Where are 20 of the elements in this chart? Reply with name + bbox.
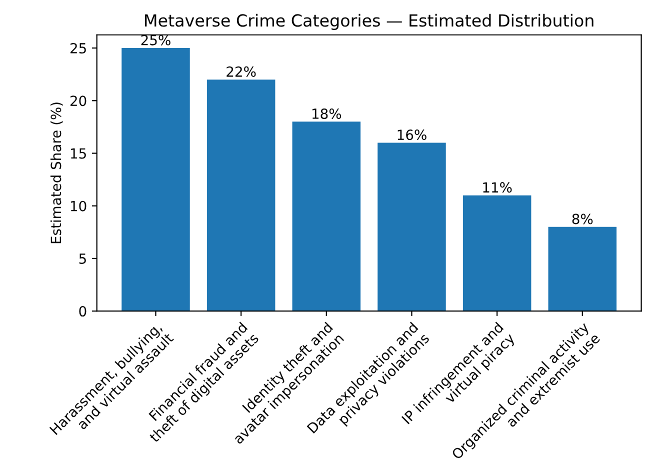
y-tick-label: 0 bbox=[79, 306, 86, 317]
y-tick-label: 20 bbox=[70, 96, 86, 106]
y-tick-label: 5 bbox=[79, 254, 86, 264]
y-tick-label: 15 bbox=[70, 148, 86, 159]
data-label: 22% bbox=[226, 66, 256, 77]
y-tick-label: 25 bbox=[70, 42, 86, 54]
bar bbox=[206, 80, 276, 312]
bar bbox=[292, 122, 361, 312]
data-label: 11% bbox=[483, 182, 512, 193]
bar bbox=[122, 48, 190, 312]
data-label: 25% bbox=[141, 34, 170, 46]
y-tick-label: 10 bbox=[70, 200, 86, 212]
bar bbox=[548, 226, 617, 312]
data-label: 16% bbox=[398, 130, 426, 140]
y-axis-title: Estimated Share (%) bbox=[50, 102, 63, 244]
data-label: 8% bbox=[572, 214, 593, 224]
data-label: 18% bbox=[312, 108, 342, 119]
bar bbox=[462, 195, 532, 312]
chart-title: Metaverse Crime Categories — Estimated Distribution bbox=[145, 14, 594, 30]
bar bbox=[378, 142, 446, 312]
